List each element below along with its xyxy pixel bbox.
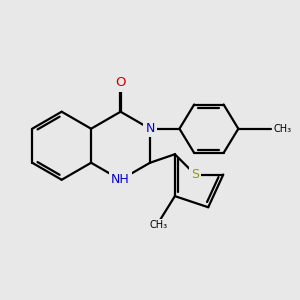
Text: CH₃: CH₃ <box>149 220 167 230</box>
Text: N: N <box>145 122 155 135</box>
Text: O: O <box>115 76 126 89</box>
Text: CH₃: CH₃ <box>274 124 292 134</box>
Text: NH: NH <box>111 173 130 186</box>
Text: S: S <box>191 168 199 181</box>
